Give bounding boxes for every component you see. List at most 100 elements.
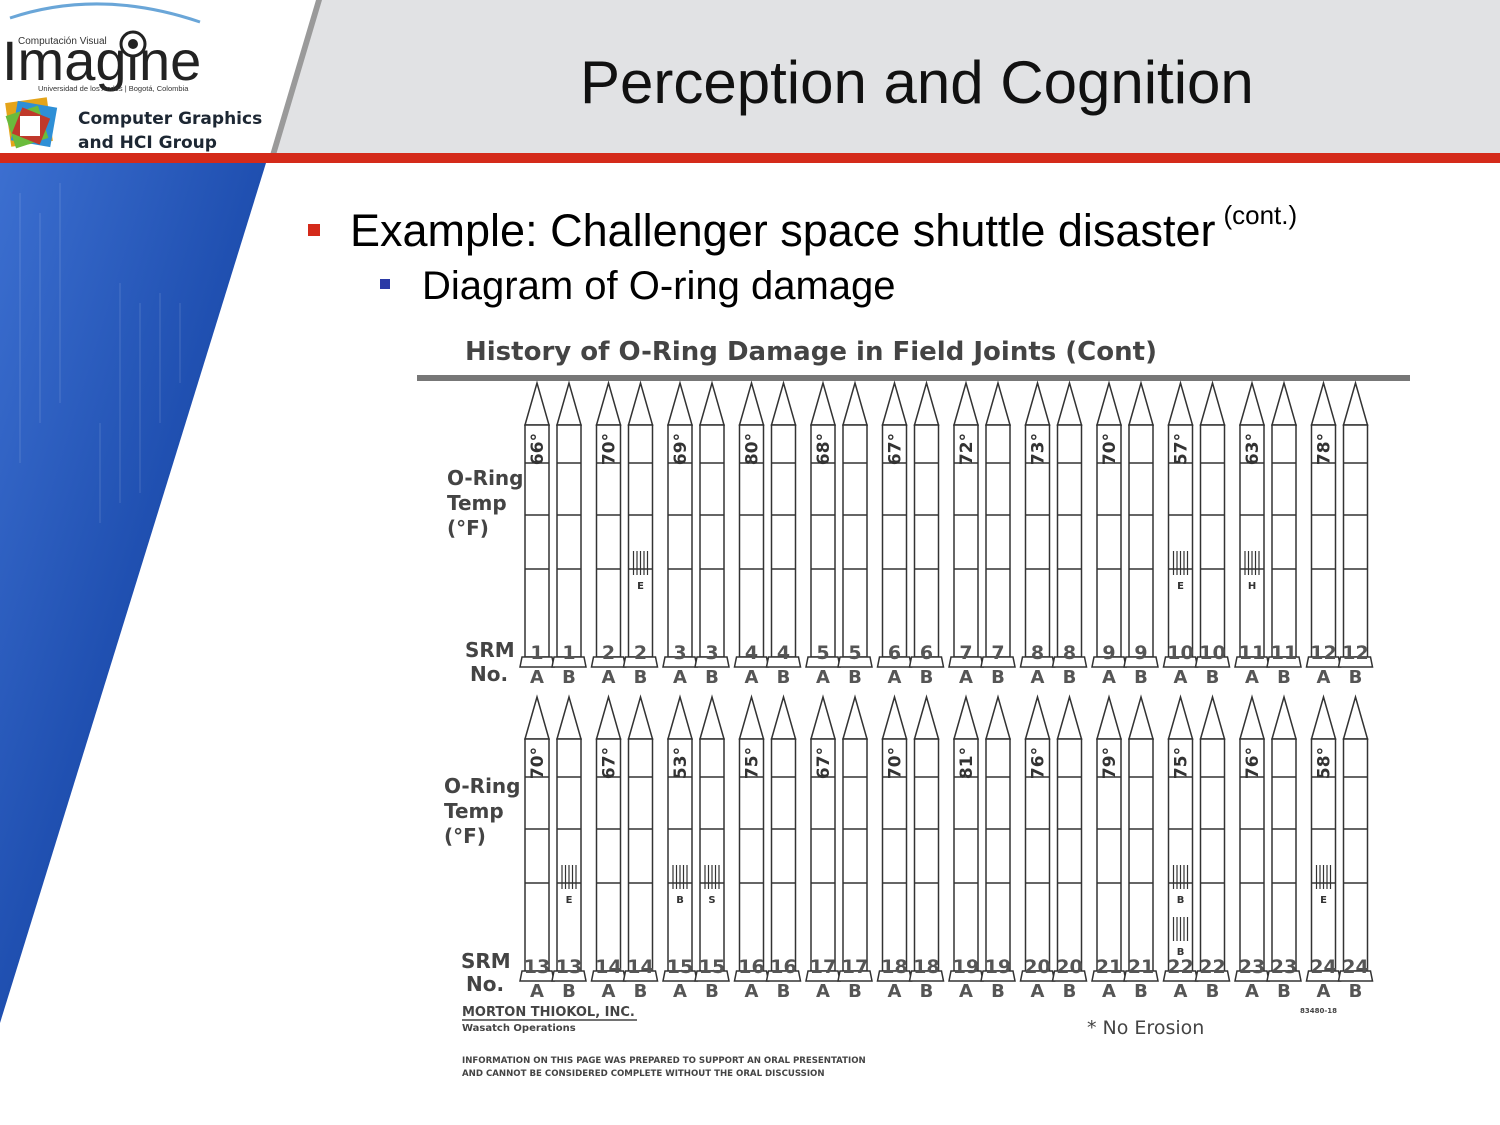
srm-rocket: 18 B — [908, 694, 945, 1002]
rocket-row: 66°1A1B70°2A2B69°3A3B80°4A4B68°5A5B67°6A… — [519, 380, 1374, 688]
srm-number-label: 5 — [816, 642, 829, 664]
decorative-blue-panel — [0, 163, 266, 1023]
svg-text:Computer Graphics: Computer Graphics — [78, 109, 262, 129]
srm-rocket: 17 B — [837, 694, 873, 1002]
srm-rocket: 1B — [551, 380, 587, 688]
srm-rocket: 6B — [908, 380, 945, 688]
svg-text:Imagine: Imagine — [2, 29, 201, 92]
srm-side-label: A — [1102, 667, 1116, 688]
srm-number-label: 22 — [1167, 956, 1193, 978]
srm-side-label: A — [1102, 981, 1116, 1002]
srm-number-label: 16 — [770, 956, 796, 978]
srm-side-label: A — [816, 981, 830, 1002]
srm-side-label: B — [1063, 981, 1077, 1002]
srm-rocket: 16 B — [765, 694, 802, 1002]
damage-mark: E — [561, 865, 577, 906]
disclaimer-line1: INFORMATION ON THIS PAGE WAS PREPARED TO… — [462, 1056, 866, 1066]
srm-rocket: 23 B — [1266, 694, 1302, 1002]
srm-number-label: 12 — [1342, 642, 1368, 664]
oring-temp-label: 78° — [1315, 433, 1335, 465]
header-accent-rule — [0, 153, 1500, 163]
srm-number-label: 7 — [959, 642, 972, 664]
srm-rocket: 73° 8 A — [1019, 380, 1056, 688]
red-square-bullet-icon — [308, 224, 320, 236]
srm-rocket: 19 B — [980, 694, 1016, 1002]
damage-code-label: H — [1248, 581, 1256, 592]
srm-rocket: 75° 22 A — [1162, 694, 1199, 1002]
srm-rocket: 53° 15 A — [662, 694, 698, 1002]
srm-side-label: B — [705, 981, 719, 1002]
damage-mark: B — [1172, 917, 1189, 958]
srm-number-label: 24 — [1342, 956, 1368, 978]
srm-side-label: A — [816, 667, 830, 688]
srm-rocket: 2B — [622, 380, 659, 688]
srm-number-label: 7 — [991, 642, 1004, 664]
srm-side-label: B — [1277, 667, 1291, 688]
srm-number-label: 18 — [913, 956, 939, 978]
srm-rocket: 76° 20 A — [1019, 694, 1056, 1002]
srm-rocket: 78° 12 A — [1305, 380, 1342, 688]
srm-side-label: A — [1031, 981, 1045, 1002]
srm-rocket: 81° 19 A — [948, 694, 984, 1002]
group-emblem-icon — [5, 97, 58, 149]
srm-number-label: 9 — [1102, 642, 1115, 664]
srm-rocket: 70° 18 A — [876, 694, 913, 1002]
oring-temp-label: 73° — [1029, 433, 1049, 465]
srm-side-label: A — [959, 981, 973, 1002]
srm-side-label: B — [1206, 981, 1220, 1002]
srm-rocket: 67° 14 A — [590, 694, 627, 1002]
svg-text:(°F): (°F) — [447, 516, 489, 540]
srm-rocket: 22 B — [1194, 694, 1231, 1002]
srm-rocket: 10 B — [1194, 380, 1231, 688]
oring-temp-label: 70° — [528, 747, 548, 779]
srm-number-label: 14 — [627, 956, 653, 978]
slide-title: Perception and Cognition — [580, 49, 1254, 116]
srm-side-label: B — [1349, 981, 1363, 1002]
company-name: MORTON THIOKOL, INC. — [462, 1005, 635, 1020]
oring-temp-label: 67° — [600, 747, 620, 779]
svg-text:SRM: SRM — [461, 949, 511, 973]
srm-number-label: 21 — [1128, 956, 1154, 978]
srm-rocket: 68° 5 A — [805, 380, 841, 688]
srm-rocket: 70° 2 A — [590, 380, 627, 688]
oring-temp-label: 58° — [1315, 747, 1335, 779]
srm-number-label: 18 — [881, 956, 907, 978]
svg-text:Temp: Temp — [447, 491, 507, 515]
srm-side-label: B — [777, 981, 791, 1002]
srm-number-label: 19 — [953, 956, 979, 978]
rocket-row: 70°13A13B67°14A14B53°15A15B75°16A16B67°1… — [519, 694, 1374, 1002]
srm-number-label: 19 — [985, 956, 1011, 978]
srm-side-label: A — [1174, 667, 1188, 688]
srm-rocket: 20 B — [1051, 694, 1088, 1002]
document-number: 83480-18 — [1300, 1007, 1337, 1015]
blue-square-bullet-icon — [380, 279, 390, 289]
oring-temp-label: 63° — [1243, 433, 1263, 465]
oring-temp-label: 57° — [1172, 433, 1192, 465]
oring-temp-label: 70° — [600, 433, 620, 465]
damage-code-label: E — [1177, 581, 1184, 592]
srm-rocket: 66° 1 A — [519, 380, 555, 688]
srm-side-label: A — [602, 667, 616, 688]
srm-number-label: 4 — [745, 642, 758, 664]
damage-mark: E — [1172, 551, 1189, 592]
srm-rocket: 8B — [1051, 380, 1088, 688]
srm-rocket: 12 B — [1337, 380, 1374, 688]
svg-text:No.: No. — [466, 972, 504, 996]
srm-number-label: 24 — [1310, 956, 1336, 978]
oring-temp-label: 79° — [1100, 747, 1120, 779]
srm-side-label: B — [777, 667, 791, 688]
srm-side-label: B — [1063, 667, 1077, 688]
svg-text:(°F): (°F) — [444, 824, 486, 848]
srm-rocket: 9B — [1123, 380, 1159, 688]
bullet-main: Example: Challenger space shuttle disast… — [308, 200, 1297, 257]
srm-side-label: B — [848, 981, 862, 1002]
srm-number-label: 2 — [602, 642, 615, 664]
oring-temp-label: 81° — [957, 747, 977, 779]
srm-number-label: 6 — [920, 642, 933, 664]
srm-number-label: 17 — [810, 956, 836, 978]
oring-temp-label: 75° — [743, 747, 763, 779]
srm-rocket: 67° 17 A — [805, 694, 841, 1002]
oring-temp-label: 67° — [814, 747, 834, 779]
srm-side-label: B — [634, 981, 648, 1002]
svg-text:O-Ring: O-Ring — [447, 466, 523, 490]
